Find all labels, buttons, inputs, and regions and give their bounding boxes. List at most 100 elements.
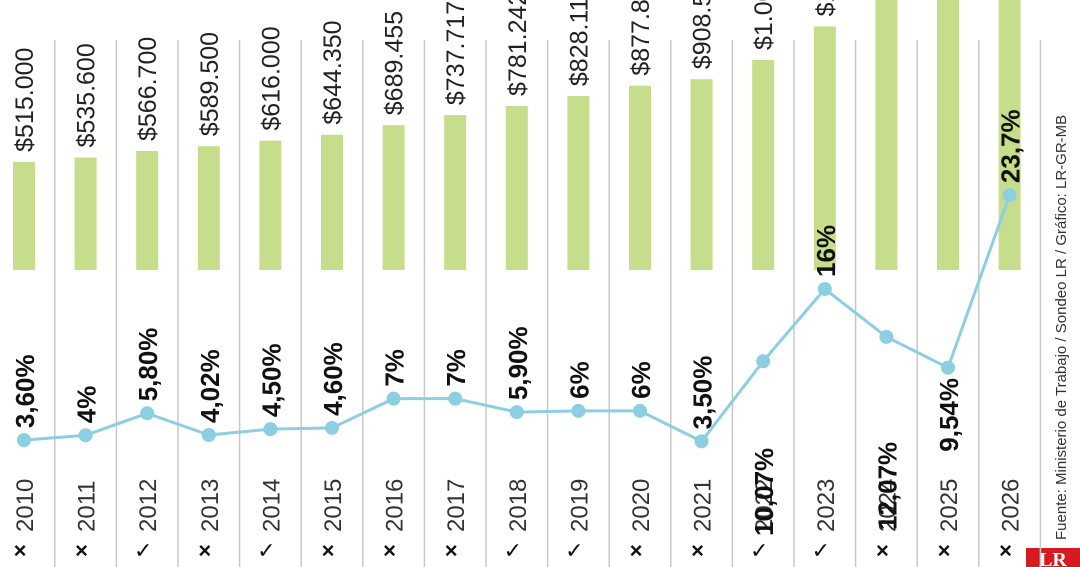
columns xyxy=(54,40,1042,567)
line-label: 7% xyxy=(441,349,471,387)
point xyxy=(78,428,93,443)
x-tick-label: 2020 xyxy=(628,479,655,532)
point xyxy=(633,403,647,418)
bar xyxy=(13,161,35,270)
x-tick-label: 2026 xyxy=(998,479,1025,532)
line-label: 4% xyxy=(72,386,102,424)
symbol: × xyxy=(630,538,643,563)
line-label: 4,60% xyxy=(318,342,348,416)
point xyxy=(1002,188,1017,203)
bar xyxy=(937,0,959,270)
x-tick-label: 2019 xyxy=(566,479,593,532)
bar xyxy=(998,0,1021,271)
point xyxy=(386,391,401,406)
point xyxy=(263,422,278,437)
bar xyxy=(629,85,651,270)
point xyxy=(140,406,155,421)
symbol: ✓ xyxy=(257,538,275,563)
symbol: × xyxy=(876,538,889,563)
bar xyxy=(74,157,97,270)
x-tick-label: 2024 xyxy=(874,479,901,532)
bar xyxy=(813,26,836,271)
line-label: 23,7% xyxy=(996,109,1026,183)
symbol: × xyxy=(445,538,458,563)
bar-label: $644.350 xyxy=(319,20,347,124)
symbol: × xyxy=(999,538,1012,563)
symbol: ✓ xyxy=(812,538,830,563)
point xyxy=(879,329,894,344)
bar-label: $515.000 xyxy=(11,48,39,152)
bar-label: $689.455 xyxy=(381,11,409,115)
symbol: × xyxy=(198,538,211,563)
point xyxy=(509,405,524,420)
symbol: × xyxy=(75,538,88,563)
bar xyxy=(752,60,775,270)
bar-label: $877.803 xyxy=(627,0,655,76)
bar xyxy=(444,115,467,270)
line-label: 4,02% xyxy=(195,349,225,423)
bar xyxy=(321,134,343,270)
line-label: 5,80% xyxy=(133,328,163,402)
x-tick-label: 2021 xyxy=(690,479,717,532)
bar-label: $566.700 xyxy=(134,37,162,141)
bar-label: $1.160.000 xyxy=(812,0,840,16)
bar-label: $737.717 xyxy=(442,1,470,105)
bar xyxy=(875,0,898,270)
bar xyxy=(690,79,713,271)
bar-label: $535.600 xyxy=(73,43,101,147)
point xyxy=(817,281,832,296)
symbol: ✓ xyxy=(134,538,152,563)
bar-label: $828.116 xyxy=(565,0,593,86)
point xyxy=(325,420,339,435)
x-tick-label: 2013 xyxy=(197,479,224,532)
line-label: 7% xyxy=(380,349,410,387)
bar xyxy=(259,140,282,270)
bar-label: $781.242 xyxy=(504,0,532,96)
line-label: 16% xyxy=(811,225,841,277)
bar-label: $589.500 xyxy=(196,32,224,136)
bar-label: $908.526 xyxy=(689,0,717,69)
x-tick-label: 2014 xyxy=(258,479,285,532)
point xyxy=(694,434,709,449)
point xyxy=(756,354,771,369)
symbol: × xyxy=(383,538,396,563)
bar xyxy=(382,125,405,270)
symbol: ✓ xyxy=(565,538,583,563)
point xyxy=(17,433,31,448)
symbol: × xyxy=(938,538,951,563)
x-tick-label: 2025 xyxy=(936,479,963,532)
line-label: 10,07% xyxy=(749,448,779,536)
line-label: 12,07% xyxy=(872,442,902,530)
logo: LR xyxy=(1039,549,1067,567)
point xyxy=(941,360,955,375)
symbol: × xyxy=(691,538,704,563)
point xyxy=(571,403,586,418)
x-tick-label: 2018 xyxy=(505,479,532,532)
x-tick-label: 2011 xyxy=(74,480,101,532)
logo-box xyxy=(1026,548,1080,567)
point xyxy=(448,391,463,406)
x-tick-label: 2023 xyxy=(813,479,840,532)
x-tick-label: 2015 xyxy=(320,479,347,532)
line-label: 9,54% xyxy=(934,378,964,452)
x-tick-label: 2016 xyxy=(382,479,409,532)
line-label: 3,50% xyxy=(688,356,718,430)
symbol: × xyxy=(14,538,27,563)
x-tick-label: 2017 xyxy=(443,479,470,532)
source: Fuente: Ministerio de Trabajo / Sondeo L… xyxy=(1053,115,1070,540)
bar xyxy=(197,146,220,270)
line-label: 3,60% xyxy=(10,354,40,428)
x-tick-label: 2010 xyxy=(12,479,39,532)
point xyxy=(201,427,216,442)
bar-label: $1.000.000 xyxy=(750,0,778,50)
line-label: 6% xyxy=(564,361,594,399)
x-tick-label: 2022 xyxy=(751,479,778,532)
line-label: 5,90% xyxy=(503,326,533,400)
x-tick-label: 2012 xyxy=(135,479,162,532)
symbol: ✓ xyxy=(504,538,522,563)
symbol: × xyxy=(322,538,335,563)
bar xyxy=(567,96,590,270)
symbol: ✓ xyxy=(750,538,768,563)
bar xyxy=(136,150,159,270)
